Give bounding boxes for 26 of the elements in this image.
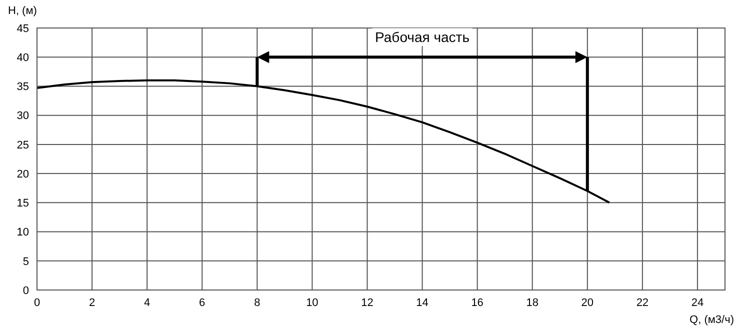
y-tick-label: 0 [22, 284, 29, 297]
x-tick-label: 4 [144, 296, 150, 309]
x-tick-label: 20 [581, 296, 594, 309]
x-tick-label: 14 [416, 296, 428, 309]
y-tick-label: 25 [16, 139, 29, 152]
x-tick-label: 16 [471, 296, 484, 309]
x-tick-label: 2 [88, 296, 96, 309]
y-tick-label: 5 [22, 256, 29, 268]
x-tick-label: 18 [526, 296, 538, 309]
x-tick-label: 8 [254, 296, 260, 309]
y-tick-label: 35 [16, 81, 29, 94]
y-tick-label: 30 [16, 110, 29, 122]
x-tick-label: 10 [306, 296, 318, 309]
x-axis-title: Q, (м3/ч) [690, 314, 734, 326]
y-tick-label: 15 [16, 198, 29, 210]
x-tick-label: 0 [34, 296, 40, 309]
annotation: Рабочая часть [375, 29, 470, 46]
x-tick-label: 6 [199, 296, 206, 309]
x-tick-label: 12 [361, 296, 374, 309]
y-tick-label: 20 [16, 168, 29, 180]
x-tick-label: 22 [636, 296, 649, 309]
y-tick-label: 45 [16, 22, 29, 35]
y-tick-label: 40 [16, 52, 29, 64]
y-tick-label: 10 [16, 226, 29, 239]
y-axis-title: H, (м) [8, 5, 37, 17]
x-tick-label: 24 [691, 296, 704, 309]
